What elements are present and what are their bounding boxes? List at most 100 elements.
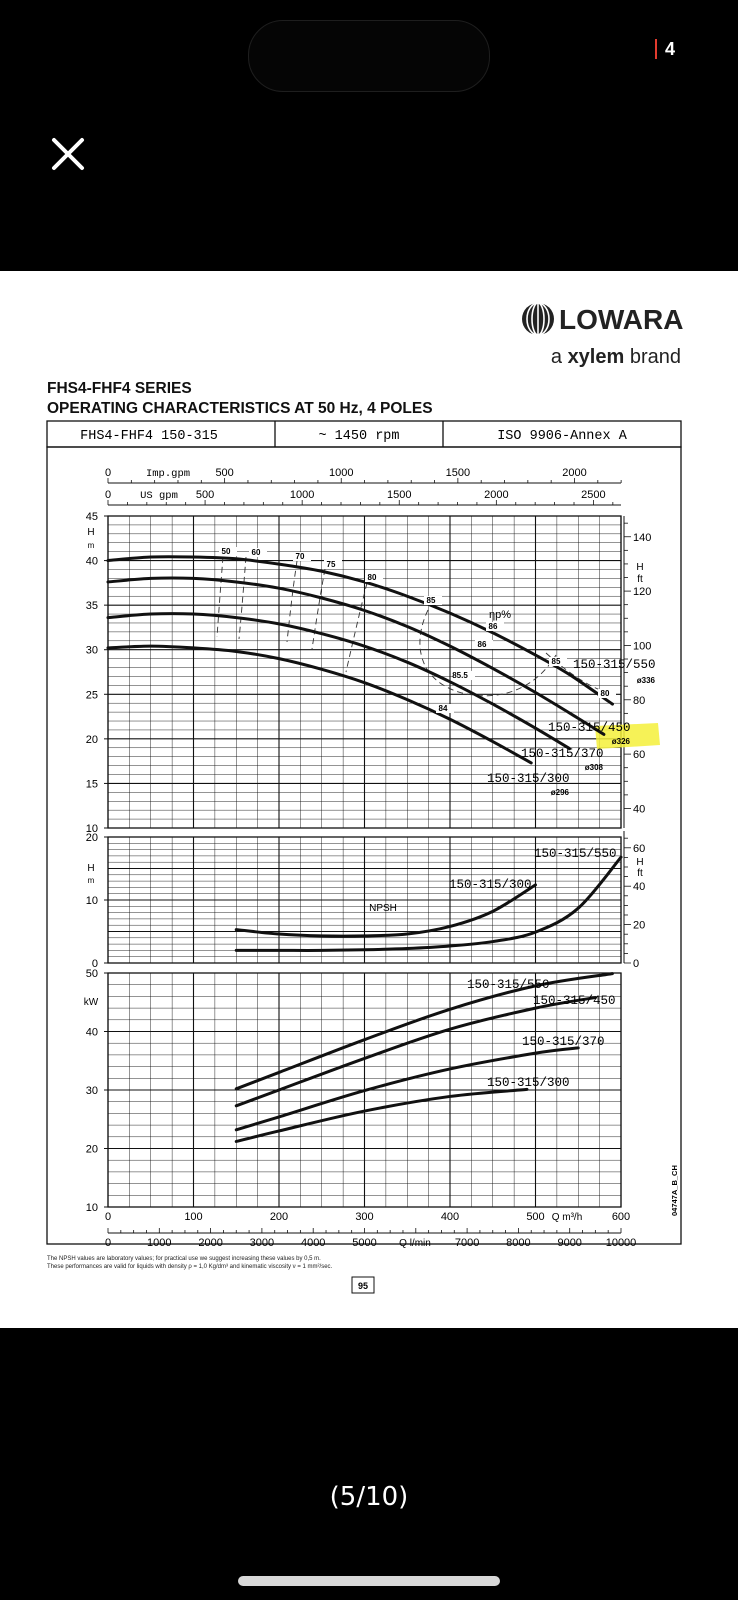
q-m3h-tick-label: 500 <box>526 1211 544 1223</box>
head-series-diameter: ø326 <box>612 737 631 746</box>
head-ytick-label: 40 <box>86 556 98 568</box>
header-cell-speed: ~ 1450 rpm <box>318 429 399 444</box>
efficiency-label-bg <box>486 622 504 631</box>
head-curve-150-315-550 <box>106 555 614 706</box>
q-m3h-tick-label: 600 <box>612 1211 630 1223</box>
dynamic-island <box>248 20 490 92</box>
head-plot-frame <box>107 515 622 829</box>
head-series-label: 150-315/550 <box>573 658 656 672</box>
head-ylabel-m: m <box>88 541 95 550</box>
power-curve-150-315-300 <box>234 1087 529 1143</box>
head-ft-tick-label: 40 <box>633 803 645 815</box>
npsh-ft-tick-label: 40 <box>633 881 645 893</box>
us-gpm-tick-label: 2500 <box>581 489 605 501</box>
npsh-y2label-H: H <box>636 857 643 868</box>
curve-layer <box>106 555 623 1143</box>
head-ft-tick-label: 60 <box>633 749 645 761</box>
power-ytick-label: 30 <box>86 1085 98 1097</box>
efficiency-value-label: 86 <box>478 640 487 649</box>
document-svg: LOWARA a xylem brand FHS4-FHF4 SERIES OP… <box>46 302 683 1294</box>
efficiency-label-bg <box>475 640 493 649</box>
head-series-diameter: ø336 <box>637 676 656 685</box>
chart-subtitle: OPERATING CHARACTERISTICS AT 50 Hz, 4 PO… <box>47 400 433 417</box>
npsh-ft-tick-label: 60 <box>633 843 645 855</box>
efficiency-iso-line <box>216 556 224 638</box>
chart-frame <box>46 446 682 1245</box>
efficiency-value-label: 86 <box>489 622 498 631</box>
q-m3h-tick-label: 300 <box>355 1211 373 1223</box>
home-indicator[interactable] <box>238 1576 500 1586</box>
power-ytick-label: 50 <box>86 968 98 980</box>
q-lmin-tick-label: 4000 <box>301 1237 325 1249</box>
efficiency-value-label: 85 <box>552 657 561 666</box>
header-table: FHS4-FHF4 150-315 ~ 1450 rpm ISO 9906-An… <box>46 420 682 448</box>
us-gpm-tick-label: 500 <box>196 489 214 501</box>
npsh-curve-150-315-300 <box>234 883 537 938</box>
efficiency-label-bg <box>324 560 342 569</box>
npsh-series-label: 150-315/300 <box>449 878 532 892</box>
power-series-label: 150-315/550 <box>467 978 550 992</box>
highlight-layer <box>595 723 660 749</box>
efficiency-label-bg <box>293 552 311 561</box>
imp-gpm-tick-label: 500 <box>215 467 233 479</box>
efficiency-label-bg <box>549 657 567 666</box>
power-ylabel: kW <box>84 997 99 1008</box>
head-ytick-label: 10 <box>86 823 98 835</box>
head-curve-150-315-300 <box>106 644 533 765</box>
head-ft-tick-label: 80 <box>633 695 645 707</box>
head-ft-tick-label: 140 <box>633 532 651 544</box>
imp-gpm-tick-label: 1500 <box>446 467 470 479</box>
head-y2label-ft: ft <box>637 574 643 585</box>
power-curve-150-315-550 <box>234 972 614 1091</box>
power-ytick-label: 20 <box>86 1144 98 1156</box>
npsh-curve-150-315-550 <box>234 855 623 952</box>
efficiency-value-label: 60 <box>252 548 261 557</box>
brand-name: LOWARA <box>559 304 683 335</box>
efficiency-value-label: 75 <box>327 560 336 569</box>
efficiency-value-label: 85.5 <box>452 671 468 680</box>
page-indicator-number: 4 <box>665 38 676 59</box>
close-button[interactable] <box>48 134 88 174</box>
imp-gpm-tick-label: 2000 <box>562 467 586 479</box>
power-series-label: 150-315/450 <box>533 994 616 1008</box>
npsh-y2label-ft: ft <box>637 868 643 879</box>
q-m3h-tick-label: 0 <box>105 1211 111 1223</box>
head-y2label-H: H <box>636 562 643 573</box>
npsh-ft-tick-label: 20 <box>633 920 645 932</box>
label-layer: 1015202530354045010201020304050406080100… <box>84 467 656 1249</box>
header-cell-model: FHS4-FHF4 150-315 <box>80 429 218 444</box>
q-m3h-tick-label: 400 <box>441 1211 459 1223</box>
q-lmin-tick-label: 10000 <box>606 1237 637 1249</box>
npsh-ylabel-m: m <box>88 876 95 885</box>
efficiency-value-label: 80 <box>368 573 377 582</box>
power-curve-150-315-370 <box>234 1046 580 1132</box>
npsh-series-label: 150-315/550 <box>534 847 617 861</box>
head-ft-tick-label: 120 <box>633 586 651 598</box>
power-curve-150-315-450 <box>234 996 597 1108</box>
q-lmin-label: Q l/min <box>399 1238 431 1249</box>
q-lmin-tick-label: 9000 <box>557 1237 581 1249</box>
power-series-label: 150-315/370 <box>522 1035 605 1049</box>
efficiency-iso-line-85 <box>419 609 557 697</box>
page-number: 95 <box>358 1281 368 1291</box>
efficiency-iso-line <box>311 568 326 650</box>
head-ytick-label: 30 <box>86 645 98 657</box>
head-series-label: 150-315/450 <box>548 721 631 735</box>
q-lmin-tick-label: 1000 <box>147 1237 171 1249</box>
npsh-curve-label: NPSH <box>369 903 397 914</box>
imp-gpm-tick-label: 0 <box>105 467 111 479</box>
efficiency-label-bg <box>436 704 454 713</box>
q-lmin-tick-label: 8000 <box>506 1237 530 1249</box>
head-series-diameter: ø296 <box>551 788 570 797</box>
q-lmin-tick-label: 3000 <box>250 1237 274 1249</box>
header-cell-standard: ISO 9906-Annex A <box>497 429 628 444</box>
q-lmin-tick-label: 2000 <box>198 1237 222 1249</box>
brand-subline: a xylem brand <box>551 346 681 368</box>
grid-layer <box>104 478 631 1234</box>
head-series-label: 150-315/300 <box>487 772 570 786</box>
head-series-diameter: ø308 <box>585 763 604 772</box>
efficiency-label-bg <box>453 671 475 680</box>
head-ylabel-H: H <box>87 527 94 538</box>
image-counter: (5/10) <box>329 1482 409 1512</box>
us-gpm-tick-label: 1000 <box>290 489 314 501</box>
